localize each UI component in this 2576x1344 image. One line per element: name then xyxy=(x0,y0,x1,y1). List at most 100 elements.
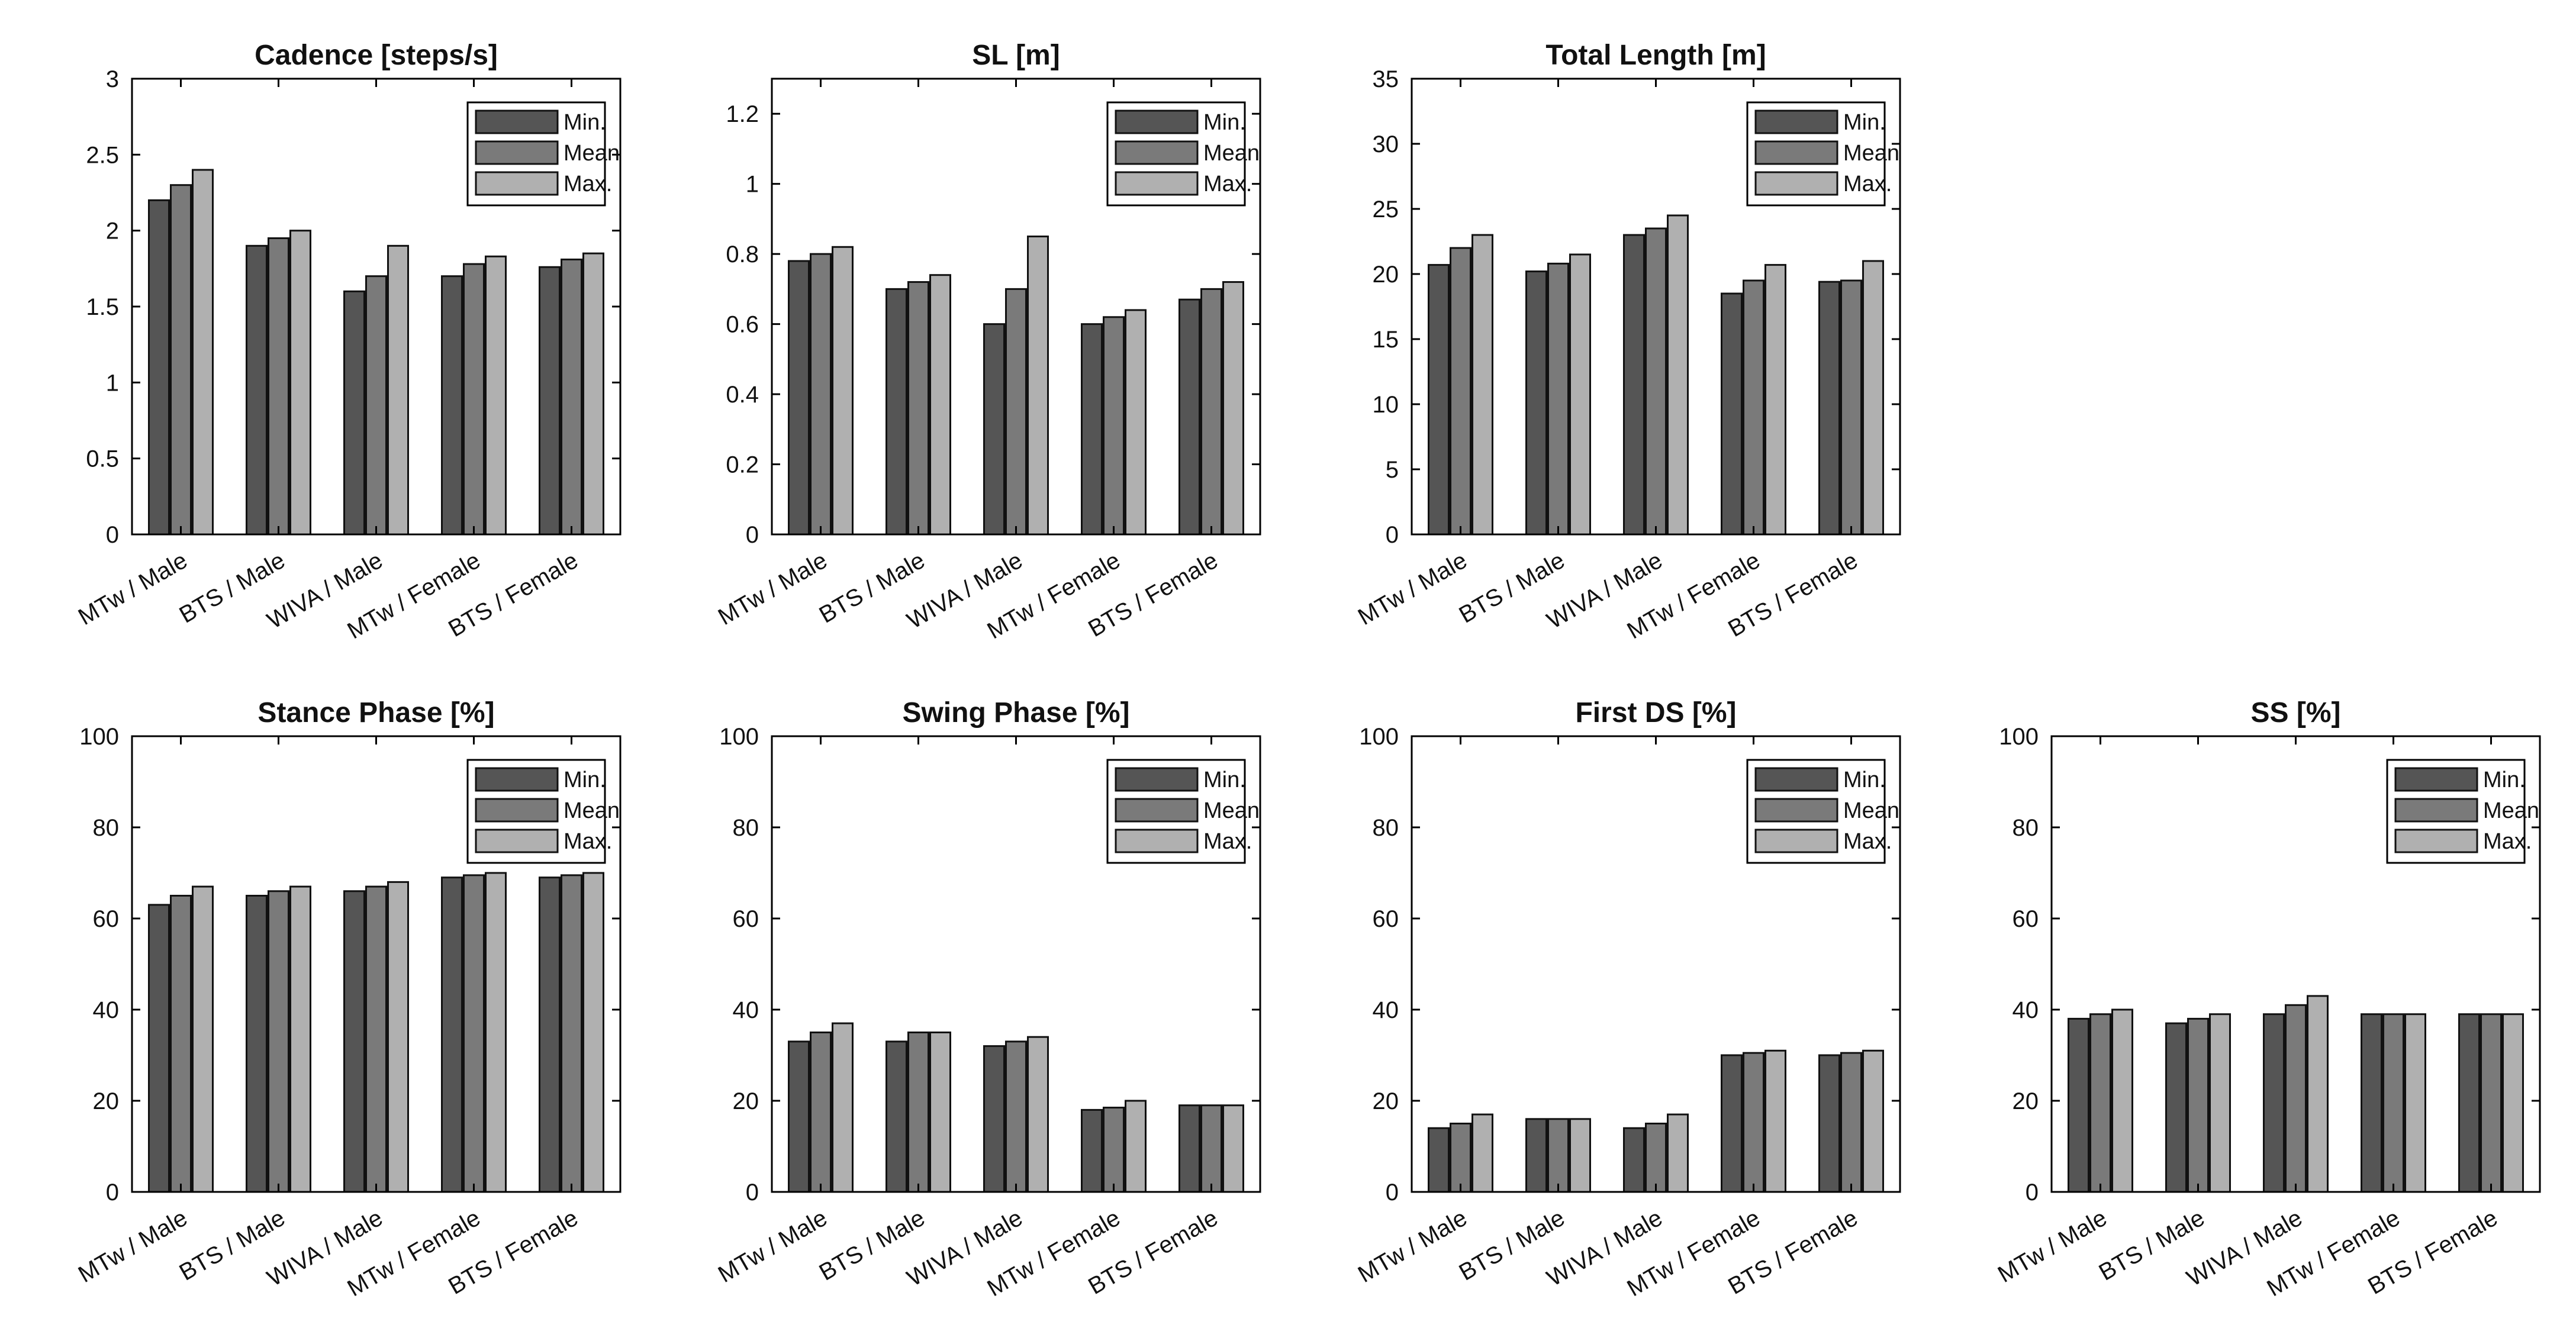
legend-label: Max. xyxy=(564,172,612,196)
bar-min-3 xyxy=(983,1045,1005,1193)
legend: Min. Mean Max. xyxy=(1746,101,1899,207)
y-tick-label: 80 xyxy=(733,815,759,841)
subplot-title: SL [m] xyxy=(972,40,1060,71)
bar-max-5 xyxy=(582,252,604,536)
y-tick-label: 60 xyxy=(733,906,759,932)
y-tick-label: 40 xyxy=(2012,997,2039,1023)
bar-min-4 xyxy=(441,876,463,1193)
bar-max-5 xyxy=(2502,1013,2524,1193)
legend-label: Max. xyxy=(1843,172,1892,196)
legend-swatch-2 xyxy=(475,140,559,165)
legend-label: Mean xyxy=(1843,798,1899,823)
bar-mean-3 xyxy=(1005,1040,1027,1193)
legend: Min. Mean Max. xyxy=(466,101,620,207)
y-tick-label: 60 xyxy=(1373,906,1399,932)
subplot-title: First DS [%] xyxy=(1575,697,1736,729)
legend-label: Max. xyxy=(1203,172,1252,196)
legend-swatch-3 xyxy=(2394,829,2478,853)
bar-min-2 xyxy=(886,1040,907,1193)
bar-min-1 xyxy=(148,199,170,536)
bar-min-1 xyxy=(2068,1017,2089,1193)
bar-min-4 xyxy=(1081,323,1103,536)
bar-min-4 xyxy=(2361,1013,2382,1193)
bar-min-3 xyxy=(1623,1127,1645,1193)
y-tick-label: 0.4 xyxy=(726,382,759,408)
bar-max-1 xyxy=(192,169,214,536)
bar-mean-3 xyxy=(365,275,387,536)
bar-max-3 xyxy=(387,881,409,1193)
bar-min-5 xyxy=(1818,281,1840,536)
legend-swatch-1 xyxy=(475,767,559,792)
y-tick-label: 1.5 xyxy=(86,294,119,320)
bar-max-3 xyxy=(2307,995,2329,1193)
bar-mean-1 xyxy=(1450,1123,1471,1193)
bar-min-1 xyxy=(1428,1127,1450,1193)
legend-label: Max. xyxy=(2483,829,2532,854)
bar-mean-1 xyxy=(170,895,192,1193)
bar-max-3 xyxy=(1027,236,1049,536)
legend-swatch-3 xyxy=(475,171,559,196)
bar-min-4 xyxy=(1721,1054,1743,1193)
bar-mean-2 xyxy=(268,890,289,1193)
y-tick-label: 1 xyxy=(106,370,119,396)
x-tick-label: MTw / Male xyxy=(714,547,832,630)
y-tick-label: 0 xyxy=(1386,522,1399,548)
legend: Min. Mean Max. xyxy=(1106,101,1260,207)
x-tick-label: MTw / Male xyxy=(74,1205,192,1288)
y-tick-label: 30 xyxy=(1373,131,1399,157)
legend-label: Mean xyxy=(564,141,620,166)
bar-max-4 xyxy=(1764,264,1786,536)
bar-mean-3 xyxy=(1645,227,1667,536)
y-tick-label: 20 xyxy=(1373,262,1399,288)
legend-label: Min. xyxy=(564,110,606,135)
bar-mean-2 xyxy=(1547,262,1569,536)
bar-max-1 xyxy=(1471,1113,1493,1193)
legend-label: Min. xyxy=(564,768,606,792)
y-tick-label: 40 xyxy=(93,997,120,1023)
bar-max-5 xyxy=(1862,1049,1884,1193)
bar-min-2 xyxy=(2165,1022,2187,1193)
bar-mean-3 xyxy=(1005,288,1027,536)
x-tick-label: MTw / Male xyxy=(714,1205,832,1288)
bar-mean-2 xyxy=(1547,1118,1569,1193)
bar-max-5 xyxy=(1222,1104,1244,1193)
y-tick-label: 100 xyxy=(1359,724,1399,750)
y-tick-label: 0.2 xyxy=(726,452,759,478)
bar-min-1 xyxy=(788,260,810,536)
bar-mean-4 xyxy=(1103,1107,1125,1193)
subplots-layer: Cadence [steps/s] 0 0.5 1 1.5 2 2.5 3 MTw / Male… xyxy=(74,40,2541,1301)
y-tick-label: 2 xyxy=(106,218,119,244)
bar-min-2 xyxy=(1525,270,1547,536)
y-tick-label: 1.2 xyxy=(726,101,759,127)
bar-min-5 xyxy=(539,876,561,1193)
bar-mean-5 xyxy=(1840,279,1862,536)
y-tick-label: 0.8 xyxy=(726,241,759,267)
y-tick-label: 35 xyxy=(1373,66,1399,92)
bar-max-5 xyxy=(582,872,604,1193)
y-tick-label: 5 xyxy=(1386,457,1399,483)
legend-label: Max. xyxy=(1843,829,1892,854)
bar-max-2 xyxy=(929,1032,951,1193)
y-tick-label: 0 xyxy=(2026,1179,2039,1206)
legend-label: Min. xyxy=(1843,110,1886,135)
bar-min-1 xyxy=(1428,264,1450,536)
bar-mean-3 xyxy=(365,885,387,1193)
subplot-title: Swing Phase [%] xyxy=(902,697,1129,729)
bar-max-2 xyxy=(289,230,311,536)
legend-swatch-3 xyxy=(1754,829,1838,853)
bar-min-4 xyxy=(441,275,463,536)
y-tick-label: 15 xyxy=(1373,327,1399,353)
legend-swatch-1 xyxy=(1115,767,1199,792)
legend-label: Mean xyxy=(2483,798,2539,823)
bar-max-3 xyxy=(1667,214,1689,536)
legend-label: Mean xyxy=(564,798,620,823)
y-tick-label: 0 xyxy=(106,1179,119,1206)
legend-label: Min. xyxy=(1843,768,1886,792)
bar-mean-2 xyxy=(2187,1017,2209,1193)
bar-min-2 xyxy=(886,288,907,536)
legend-swatch-2 xyxy=(1754,798,1838,823)
